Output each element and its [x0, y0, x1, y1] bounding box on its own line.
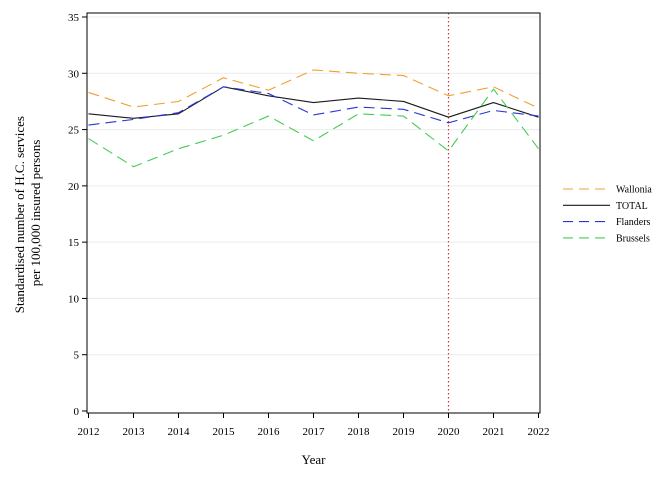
x-tick-label-2020: 2020 — [438, 426, 461, 438]
y-tick-label-10: 10 — [68, 293, 80, 305]
y-axis-title: Standardised number of H.C. services per… — [12, 113, 43, 313]
y-tick-label-25: 25 — [68, 125, 80, 137]
x-tick-label-2021: 2021 — [483, 426, 505, 438]
y-tick-label-35: 35 — [68, 12, 80, 24]
legend-label-brussels: Brussels — [616, 233, 650, 244]
x-tick-label-2013: 2013 — [123, 426, 146, 438]
x-tick-label-2017: 2017 — [303, 426, 326, 438]
legend-label-flanders: Flanders — [616, 217, 651, 228]
series-lines — [88, 69, 539, 168]
y-axis-title-line-1: Standardised number of H.C. services — [12, 116, 27, 313]
x-tick-label-2015: 2015 — [213, 426, 236, 438]
y-tick-label-30: 30 — [68, 68, 80, 80]
x-tick-label-2022: 2022 — [528, 426, 550, 438]
x-axis-title: Year — [302, 452, 327, 467]
y-tick-label-15: 15 — [68, 237, 80, 249]
y-axis-title-line-2: per 100,000 insured persons — [28, 140, 43, 287]
legend-label-wallonia: Wallonia — [616, 185, 652, 196]
series-line-brussels — [88, 88, 539, 168]
x-tick-label-2012: 2012 — [78, 426, 100, 438]
x-tick-label-2019: 2019 — [393, 426, 416, 438]
x-tick-label-2018: 2018 — [348, 426, 371, 438]
legend-label-total: TOTAL — [616, 201, 648, 212]
x-tick-label-2016: 2016 — [258, 426, 281, 438]
y-tick-label-0: 0 — [74, 406, 80, 418]
series-line-wallonia — [88, 69, 539, 109]
y-tick-label-20: 20 — [68, 181, 80, 193]
series-line-flanders — [88, 86, 539, 126]
axes: 0 5 10 15 20 25 30 35 2012 2013 2014 2015 2016 2017 20… — [68, 12, 550, 438]
y-tick-label-5: 5 — [74, 350, 80, 362]
x-tick-label-2014: 2014 — [168, 426, 191, 438]
legend: Wallonia TOTAL Flanders Brussels — [563, 185, 652, 244]
grid-lines — [87, 16, 540, 356]
